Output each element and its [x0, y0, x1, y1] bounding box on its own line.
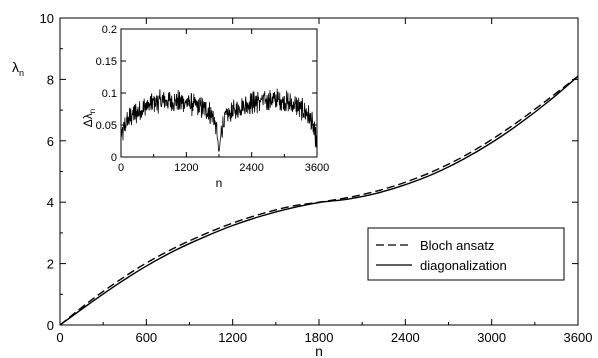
- legend-label-diagonalization: diagonalization: [420, 258, 507, 273]
- main-x-tick-label: 600: [135, 330, 157, 345]
- main-x-tick-label: 0: [56, 330, 63, 345]
- main-x-axis-label: n: [315, 343, 323, 358]
- inset-y-tick-label: 0.2: [102, 24, 117, 36]
- legend: Bloch ansatz diagonalization: [367, 227, 565, 281]
- main-x-tick-label: 2400: [391, 330, 420, 345]
- inset-x-tick-label: 2400: [239, 162, 263, 174]
- inset-x-tick-label: 0: [118, 162, 124, 174]
- main-y-axis-label-symbol: λ: [12, 59, 19, 75]
- main-series: [59, 75, 579, 326]
- main-y-tick-label: 8: [47, 72, 54, 87]
- inset-y-tick-label: 0.1: [102, 88, 117, 100]
- inset-x-tick-label: 1200: [174, 162, 198, 174]
- main-x-tick-label: 1200: [218, 330, 247, 345]
- main-y-axis-label-subscript: n: [19, 68, 24, 78]
- inset-y-axis-label-symbol: Δλ: [81, 113, 95, 127]
- inset-y-tick-label: 0: [111, 152, 117, 164]
- main-x-tick-label: 3000: [477, 330, 506, 345]
- legend-box: [367, 227, 565, 281]
- inset-background: [121, 29, 317, 157]
- inset-y-axis-label-subscript: n: [88, 109, 97, 113]
- main-x-tick-label: 3600: [564, 330, 593, 345]
- inset-x-tick-label: 3600: [305, 162, 329, 174]
- inset-series-line-0: [120, 88, 318, 153]
- main-y-tick-label: 2: [47, 257, 54, 272]
- inset-x-axis-label: n: [216, 176, 223, 190]
- main-series-line-1: [59, 75, 579, 326]
- legend-label-bloch-ansatz: Bloch ansatz: [420, 238, 494, 253]
- main-y-axis-label: λn: [12, 59, 24, 78]
- main-ticks: 0 600 1200 1800 2400 3000 3600 0 2 4 6 8 10: [40, 11, 593, 345]
- main-y-tick-label: 6: [47, 134, 54, 149]
- main-y-tick-label: 10: [40, 11, 54, 26]
- main-x-tick-label: 1800: [305, 330, 334, 345]
- main-y-tick-label: 4: [47, 195, 54, 210]
- inset-y-tick-label: 0.05: [96, 120, 117, 132]
- inset-ticks: 0 1200 2400 3600 0 0.05 0.1 0.15 0.2: [96, 24, 330, 174]
- inset-series: [120, 88, 318, 153]
- main-y-tick-label: 0: [47, 318, 54, 333]
- inset-y-axis-label: Δλn: [81, 109, 97, 127]
- inset-y-tick-label: 0.15: [96, 56, 117, 68]
